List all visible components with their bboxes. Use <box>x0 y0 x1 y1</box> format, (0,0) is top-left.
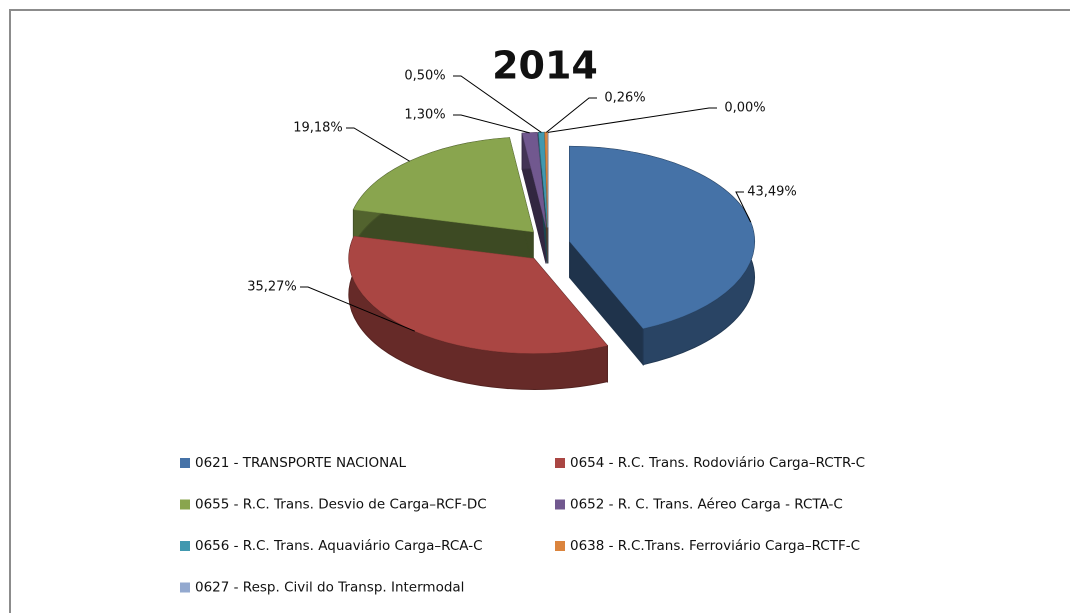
data-label: 43,49% <box>747 185 797 200</box>
data-label: 0,26% <box>604 91 645 106</box>
leader-line <box>453 75 542 133</box>
leader-line <box>300 286 415 332</box>
data-label: 0,00% <box>724 101 765 116</box>
data-label: 35,27% <box>247 280 297 295</box>
data-label: 19,18% <box>293 121 343 136</box>
slice <box>521 132 547 228</box>
legend-label: 0654 - R.C. Trans. Rodoviário Carga–RCTR… <box>570 455 865 471</box>
legend-label: 0638 - R.C.Trans. Ferroviário Carga–RCTF… <box>570 538 860 554</box>
legend-swatch <box>180 541 190 551</box>
leader-line <box>346 127 410 162</box>
leader-line <box>547 107 717 133</box>
frame <box>9 9 1070 613</box>
leader-line <box>545 97 597 133</box>
legend-swatch <box>555 499 565 510</box>
legend-label: 0656 - R.C. Trans. Aquaviário Carga–RCA-… <box>195 538 483 554</box>
leader-line <box>735 191 752 223</box>
legend-swatch <box>555 541 565 551</box>
legend-swatch <box>180 458 190 468</box>
leader-line <box>453 114 530 134</box>
legend-swatch <box>180 499 190 510</box>
legend-label: 0652 - R. C. Trans. Aéreo Carga - RCTA-C <box>570 497 843 513</box>
chart-title: 2014 <box>492 44 598 88</box>
legend-label: 0621 - TRANSPORTE NACIONAL <box>195 455 406 471</box>
legend-swatch <box>180 582 190 593</box>
data-label: 0,50% <box>404 69 445 84</box>
legend-label: 0627 - Resp. Civil do Transp. Intermodal <box>195 580 464 596</box>
data-label: 1,30% <box>404 108 445 123</box>
legend-swatch <box>555 458 565 468</box>
legend-label: 0655 - R.C. Trans. Desvio de Carga–RCF-D… <box>195 497 487 513</box>
slice <box>348 235 608 354</box>
slice <box>353 137 534 233</box>
